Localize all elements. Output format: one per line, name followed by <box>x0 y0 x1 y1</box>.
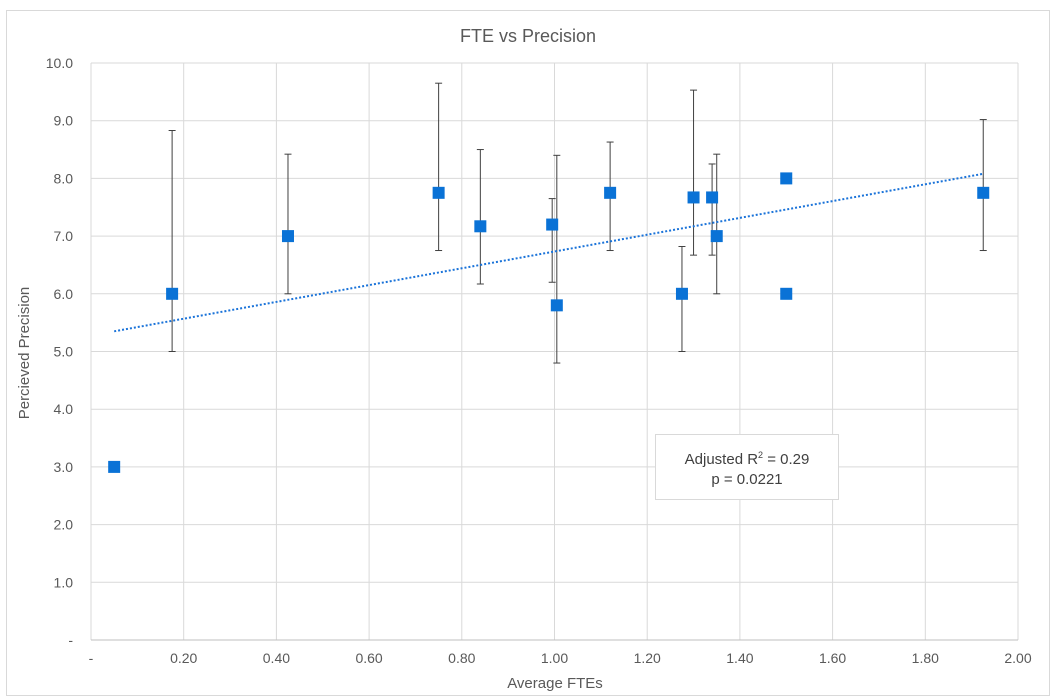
data-point <box>281 230 294 243</box>
p-value-line: p = 0.0221 <box>711 470 783 488</box>
y-tick-label: 7.0 <box>54 228 74 244</box>
y-tick-label: 9.0 <box>54 113 74 129</box>
y-axis-title: Percieved Precision <box>16 287 33 420</box>
r2-superscript: 2 <box>758 449 764 460</box>
data-point <box>780 172 793 185</box>
error-bar <box>979 119 987 252</box>
data-point <box>474 220 487 233</box>
r2-value: = 0.29 <box>763 450 810 468</box>
error-bar <box>548 198 556 283</box>
y-tick-labels: - 1.0 2.0 3.0 4.0 5.0 6.0 7.0 8.0 9.0 10.0 <box>46 55 74 648</box>
y-tick-label: - <box>68 632 73 648</box>
x-tick-label: 0.20 <box>170 650 197 666</box>
data-point <box>166 287 179 300</box>
y-tick-label: 3.0 <box>54 459 74 475</box>
x-tick-label: 1.20 <box>634 650 661 666</box>
x-tick-labels: - 0.20 0.40 0.60 0.80 1.00 1.20 1.40 1.60 1.80 2.0… <box>89 650 1032 666</box>
y-tick-label: 8.0 <box>54 170 74 186</box>
x-tick-label: 0.40 <box>263 650 290 666</box>
chart-title: FTE vs Precision <box>460 26 596 46</box>
data-point <box>687 191 700 204</box>
error-bar <box>284 153 292 295</box>
x-tick-label: - <box>89 650 94 666</box>
error-bars <box>168 82 987 364</box>
y-tick-label: 2.0 <box>54 517 74 533</box>
data-point <box>706 191 719 204</box>
x-tick-label: 1.40 <box>726 650 753 666</box>
data-point <box>710 230 723 243</box>
data-point <box>550 299 563 312</box>
data-point <box>546 218 559 231</box>
data-point <box>675 287 688 300</box>
data-point <box>604 186 617 199</box>
adjusted-r2-line: Adjusted R2 = 0.29 <box>656 445 838 470</box>
x-tick-label: 1.00 <box>541 650 568 666</box>
y-tick-label: 4.0 <box>54 401 74 417</box>
data-point <box>780 287 793 300</box>
data-point <box>977 186 990 199</box>
stats-annotation: Adjusted R2 = 0.29 p = 0.0221 <box>655 434 839 500</box>
x-tick-label: 2.00 <box>1004 650 1031 666</box>
r2-prefix: Adjusted R <box>684 450 759 468</box>
x-tick-label: 1.80 <box>912 650 939 666</box>
error-bar <box>713 153 721 295</box>
error-bar <box>476 149 484 285</box>
error-bar <box>435 82 443 252</box>
trendline <box>113 172 984 333</box>
data-point <box>108 460 121 473</box>
x-axis-title: Average FTEs <box>507 675 603 692</box>
y-tick-label: 6.0 <box>54 286 74 302</box>
data-point <box>432 186 445 199</box>
y-tick-label: 10.0 <box>46 55 73 71</box>
error-bar <box>690 89 698 256</box>
y-tick-label: 5.0 <box>54 344 74 360</box>
x-tick-label: 0.80 <box>448 650 475 666</box>
x-tick-label: 0.60 <box>355 650 382 666</box>
gridlines <box>90 62 1019 641</box>
y-tick-label: 1.0 <box>54 574 74 590</box>
data-points <box>108 172 990 473</box>
error-bar <box>553 154 561 364</box>
error-bar <box>168 130 176 352</box>
x-tick-label: 1.60 <box>819 650 846 666</box>
chart-frame <box>6 10 1050 696</box>
